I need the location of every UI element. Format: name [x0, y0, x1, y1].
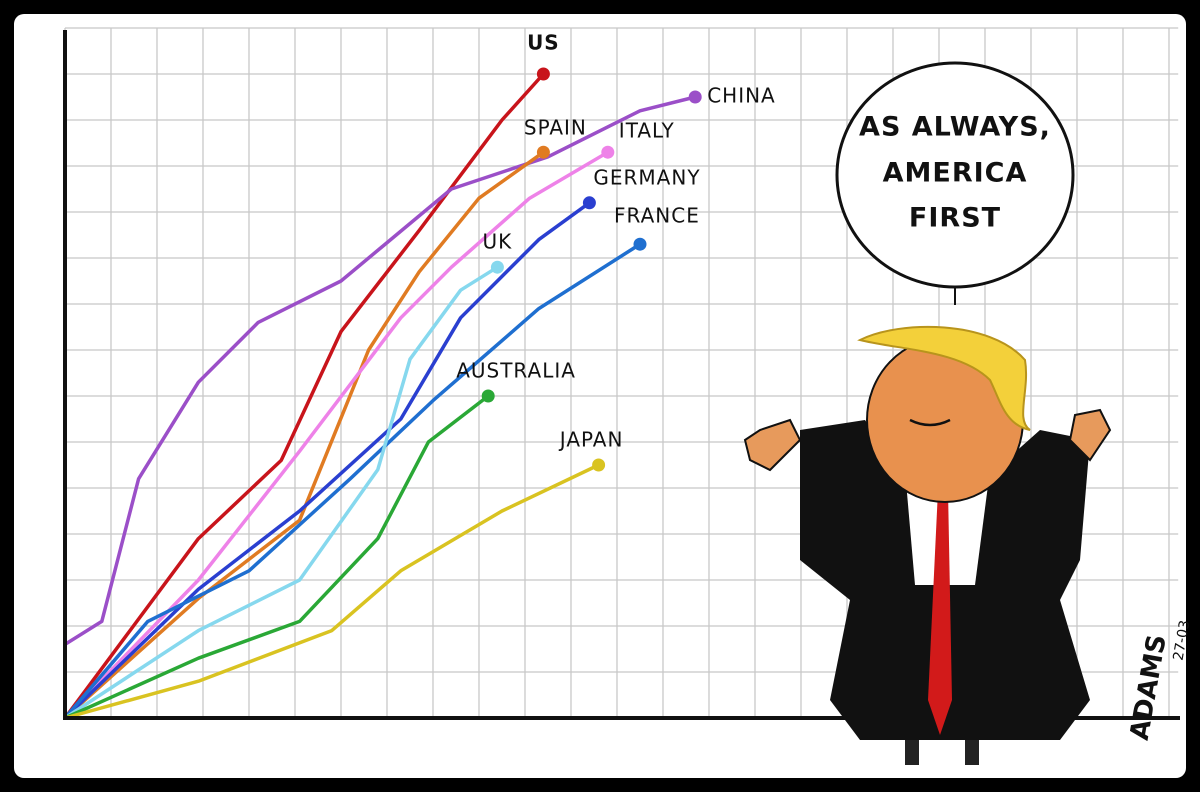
hand [743, 418, 802, 472]
figure [743, 325, 1112, 765]
series-label: AUSTRALIA [456, 359, 576, 383]
series-line [63, 72, 546, 720]
bubble-text: FIRST [909, 203, 1001, 234]
end-point [601, 145, 615, 159]
series-line [63, 95, 697, 647]
speech-bubble: AS ALWAYS, AMERICA FIRST [835, 61, 1075, 305]
series-line [63, 242, 642, 720]
series-label: ITALY [619, 119, 675, 143]
end-point [536, 145, 550, 159]
series-line [63, 201, 592, 720]
bubble-text: AS ALWAYS, [859, 112, 1051, 143]
series-label: UK [483, 230, 513, 254]
series-line [63, 394, 490, 720]
series-label: JAPAN [558, 428, 624, 452]
series-line [63, 150, 610, 720]
mouth [909, 418, 951, 427]
hand [1068, 408, 1112, 462]
end-point [490, 260, 504, 274]
end-point [688, 90, 702, 104]
end-point [536, 67, 550, 81]
series-label: US [527, 31, 560, 55]
date: 27-03 [1171, 619, 1194, 662]
plot: US CHINA SPAIN ITALY GERMANY FRANCE UK AUSTRALI… [63, 31, 776, 720]
end-point [633, 237, 647, 251]
series-line [63, 150, 546, 720]
series-label: FRANCE [614, 204, 700, 228]
series-line [63, 463, 601, 720]
end-point [481, 389, 495, 403]
series-label: CHINA [707, 84, 776, 108]
hair [857, 325, 1031, 431]
bubble-text: AMERICA [883, 158, 1028, 189]
series-label: SPAIN [524, 116, 587, 140]
series-label: GERMANY [593, 165, 700, 189]
end-point [592, 458, 606, 472]
tie [928, 490, 952, 735]
series-line [63, 265, 500, 720]
end-point [582, 196, 596, 210]
